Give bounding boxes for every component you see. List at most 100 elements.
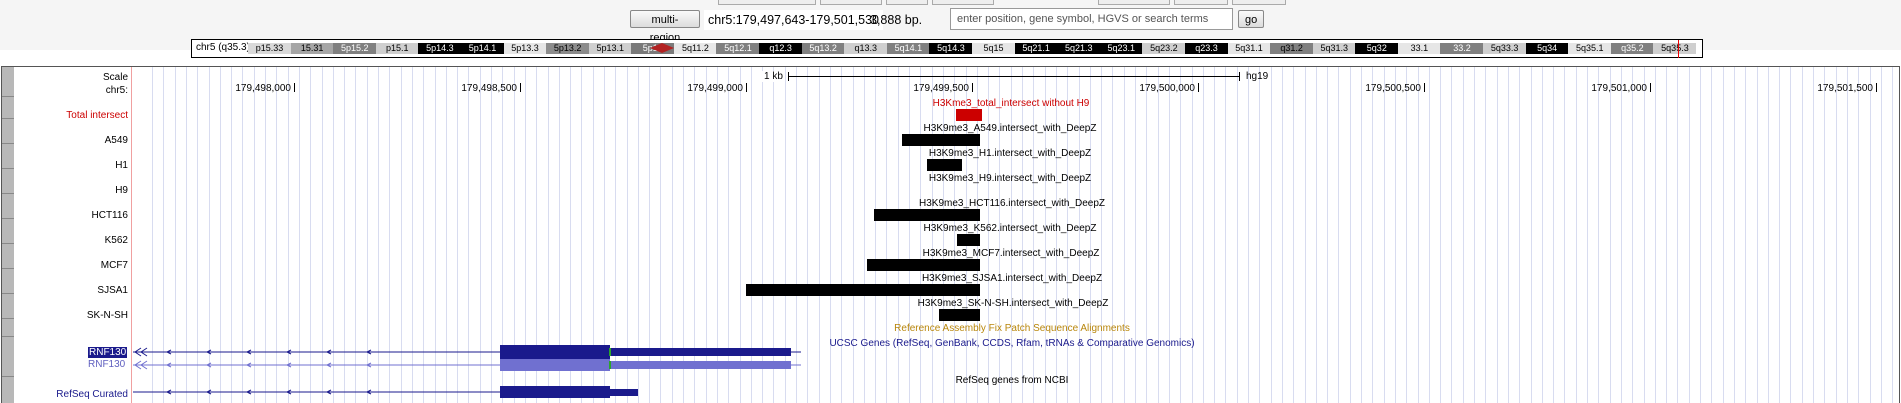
scale-bar-end xyxy=(788,72,789,81)
menu-tab-stub[interactable] xyxy=(820,0,882,5)
centromere-icon xyxy=(649,43,662,53)
ideogram-band[interactable]: q23.3 xyxy=(1184,43,1229,54)
go-button[interactable]: go xyxy=(1238,10,1264,28)
track-handle[interactable] xyxy=(2,169,14,194)
menu-tab-stub[interactable] xyxy=(1232,0,1286,5)
menu-tab-stub[interactable] xyxy=(886,0,928,5)
grid-line xyxy=(762,67,763,403)
refseq-gene-model[interactable] xyxy=(131,385,831,399)
ideogram-band[interactable]: 5p14.1 xyxy=(460,43,505,54)
ideogram-band[interactable]: 5p13.2 xyxy=(546,43,590,54)
ideogram-band[interactable]: 33.1 xyxy=(1397,43,1441,54)
grid-line xyxy=(1316,67,1317,403)
ideogram-band[interactable]: 15.31 xyxy=(290,43,334,54)
grid-line xyxy=(152,67,153,403)
ideogram-band[interactable]: 5p14.3 xyxy=(418,43,462,54)
ideogram-band[interactable]: 5q32 xyxy=(1355,43,1399,54)
h1-title: H3K9me3_H1.intersect_with_DeepZ xyxy=(928,148,1092,159)
k562-feature[interactable] xyxy=(957,234,980,246)
track-handle[interactable] xyxy=(2,219,14,244)
ideogram-band[interactable]: q12.3 xyxy=(759,43,803,54)
gene-label-rnf130-alt[interactable]: RNF130 xyxy=(88,359,126,370)
track-handle[interactable] xyxy=(2,144,14,169)
grid-line xyxy=(163,67,164,403)
h9-label: H9 xyxy=(115,185,128,196)
ideogram-band[interactable]: 5q15 xyxy=(972,43,1016,54)
track-handle[interactable] xyxy=(2,244,14,269)
ideogram-band[interactable]: 5q23.1 xyxy=(1099,43,1143,54)
ideogram-band[interactable]: p15.33 xyxy=(248,43,292,54)
ideogram-band[interactable]: 5q12.1 xyxy=(716,43,760,54)
track-handle[interactable] xyxy=(2,119,14,144)
menu-tab-stub[interactable] xyxy=(718,0,816,5)
ruler-tick xyxy=(1198,83,1199,92)
grid-line xyxy=(898,67,899,403)
ideogram-band[interactable]: 5q21.3 xyxy=(1057,43,1101,54)
sknsh-feature[interactable] xyxy=(939,309,980,321)
h1-feature[interactable] xyxy=(927,159,962,171)
hct116-feature[interactable] xyxy=(874,209,980,221)
ruler-tick xyxy=(294,83,295,92)
ideogram-band[interactable]: 5q35.1 xyxy=(1568,43,1612,54)
track-panel[interactable]: Scale chr5: 1 kb hg19 179,498,000 179,498… xyxy=(1,66,1900,403)
grid-line xyxy=(954,67,955,403)
grid-line xyxy=(1485,67,1486,403)
ideogram-band[interactable]: 5q35.3 xyxy=(1653,43,1697,54)
assembly-label: hg19 xyxy=(1246,71,1269,82)
grid-line xyxy=(1327,67,1328,403)
grid-line xyxy=(446,67,447,403)
sjsa1-feature[interactable] xyxy=(746,284,980,296)
grid-line xyxy=(1225,67,1226,403)
grid-line xyxy=(1350,67,1351,403)
ideogram-band[interactable]: 5q31.3 xyxy=(1312,43,1356,54)
track-handle[interactable] xyxy=(2,294,14,319)
ideogram-band[interactable]: 5p13.3 xyxy=(503,43,547,54)
track-handle[interactable] xyxy=(2,319,14,337)
grid-line xyxy=(1384,67,1385,403)
grid-line xyxy=(773,67,774,403)
menu-tab-stub[interactable] xyxy=(1098,0,1170,5)
ruler-tick-label: 179,498,500 xyxy=(461,83,517,94)
track-handle[interactable] xyxy=(2,97,14,119)
ideogram-band[interactable]: q31.2 xyxy=(1270,43,1314,54)
ideogram-band[interactable]: q35.2 xyxy=(1610,43,1654,54)
grid-line xyxy=(1180,67,1181,403)
ideogram-band[interactable]: 5q14.1 xyxy=(886,43,930,54)
track-handle[interactable] xyxy=(2,337,14,377)
ideogram-band[interactable]: 5q13.2 xyxy=(801,43,845,54)
total-intersect-feature[interactable] xyxy=(956,109,982,121)
ucsc-gene-models[interactable] xyxy=(131,345,831,375)
grid-line xyxy=(785,67,786,403)
multi-region-button[interactable]: multi-region xyxy=(630,10,700,44)
hct116-title: H3K9me3_HCT116.intersect_with_DeepZ xyxy=(918,198,1106,209)
track-handle[interactable] xyxy=(2,67,14,97)
grid-line xyxy=(367,67,368,403)
a549-feature[interactable] xyxy=(902,134,980,146)
ideogram-band[interactable]: 5q33.3 xyxy=(1483,43,1527,54)
ideogram-band[interactable]: 5q34 xyxy=(1525,43,1569,54)
gene-label-rnf130[interactable]: RNF130 xyxy=(88,347,128,358)
ideogram-band[interactable]: 5p15.2 xyxy=(333,43,377,54)
ideogram-band[interactable]: 5p13.1 xyxy=(588,43,632,54)
menu-tab-stub[interactable] xyxy=(1174,0,1228,5)
grid-line xyxy=(1056,67,1057,403)
k562-title: H3K9me3_K562.intersect_with_DeepZ xyxy=(923,223,1097,234)
ideogram-band[interactable]: 5q14.3 xyxy=(929,43,973,54)
menu-tab-stub[interactable] xyxy=(932,0,994,5)
ideogram-band[interactable]: 5q23.2 xyxy=(1142,43,1186,54)
scale-bar-label: 1 kb xyxy=(762,71,785,82)
mcf7-feature[interactable] xyxy=(867,259,980,271)
ideogram-band[interactable]: q13.3 xyxy=(844,43,888,54)
track-handle[interactable] xyxy=(2,377,14,403)
ideogram-band[interactable]: 5q11.2 xyxy=(673,43,717,54)
ideogram-band[interactable]: 33.2 xyxy=(1440,43,1484,54)
ideogram-band[interactable]: 5q21.1 xyxy=(1014,43,1058,54)
track-handle[interactable] xyxy=(2,194,14,219)
chromosome-ideogram[interactable]: chr5 (q35.3) p15.33 15.31 5p15.2 p15.1 5p14.… xyxy=(191,39,1703,58)
ideogram-band[interactable]: p15.1 xyxy=(375,43,419,54)
search-input[interactable]: enter position, gene symbol, HGVS or sea… xyxy=(950,8,1233,30)
refseq-label: RefSeq Curated xyxy=(56,389,128,400)
grid-line xyxy=(1858,67,1859,403)
track-handle[interactable] xyxy=(2,269,14,294)
ideogram-band[interactable]: 5q31.1 xyxy=(1227,43,1271,54)
